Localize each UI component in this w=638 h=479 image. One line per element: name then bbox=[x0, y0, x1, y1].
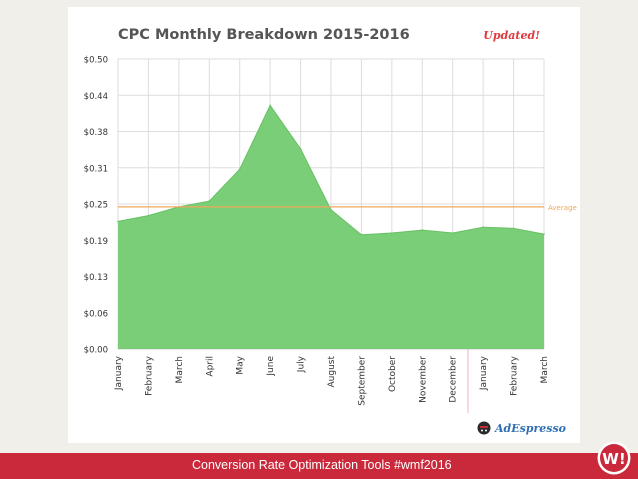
x-axis-labels: January February March April May June July Augu… bbox=[114, 355, 550, 405]
y-tick-label: $0.25 bbox=[84, 201, 108, 211]
x-tick-label: May bbox=[236, 355, 246, 374]
y-tick-label: $0.50 bbox=[84, 56, 108, 66]
area-series bbox=[117, 104, 545, 350]
adespresso-logo-icon bbox=[477, 421, 491, 435]
data-point bbox=[360, 233, 363, 236]
y-tick-label: $0.00 bbox=[84, 346, 108, 356]
x-tick-label: August bbox=[327, 356, 337, 388]
adespresso-logo-text: AdEspresso bbox=[495, 421, 567, 435]
data-point bbox=[543, 233, 545, 235]
footer-bar: Conversion Rate Optimization Tools #wmf2… bbox=[0, 453, 638, 479]
cpc-chart: Average $0.00$0.06$0.13$0.19$0.25$0.31$0… bbox=[84, 56, 577, 413]
data-point bbox=[421, 229, 424, 231]
data-point bbox=[391, 232, 393, 234]
y-tick-label: $0.38 bbox=[84, 128, 108, 138]
y-axis-labels: $0.00 $0.06 $0.13 $0.19 $0.25 $0.31 $0.38 $0.44… bbox=[84, 56, 108, 356]
y-tick-label: $0.44 bbox=[84, 92, 108, 102]
data-point bbox=[117, 220, 119, 223]
data-point bbox=[512, 227, 515, 230]
x-tick-label: October bbox=[388, 356, 398, 392]
x-tick-label: November bbox=[418, 356, 428, 403]
data-point bbox=[482, 226, 484, 228]
updated-badge: Updated! bbox=[483, 29, 540, 42]
wmf-logo-icon: W! bbox=[597, 441, 631, 475]
x-tick-label: December bbox=[449, 356, 459, 403]
wmf-logo-text: W! bbox=[602, 450, 625, 468]
x-tick-label: January bbox=[479, 355, 489, 391]
data-point bbox=[330, 209, 332, 211]
area-fill bbox=[118, 105, 544, 350]
data-point bbox=[451, 232, 454, 234]
y-tick-label: $0.13 bbox=[84, 273, 108, 283]
x-tick-label: September bbox=[357, 356, 367, 406]
y-tick-label: $0.06 bbox=[84, 309, 108, 319]
chart-card: Average $0.00 $0.06 $0.13 $0.19 $0.25 $0.31 $0… bbox=[68, 7, 580, 443]
data-point bbox=[147, 214, 150, 217]
data-point bbox=[208, 200, 211, 202]
chart-title: CPC Monthly Breakdown 2015-2016 bbox=[118, 27, 410, 43]
x-tick-label: March bbox=[540, 356, 550, 383]
data-point bbox=[238, 168, 241, 170]
x-tick-label: April bbox=[205, 356, 215, 377]
x-tick-label: February bbox=[510, 355, 520, 396]
adespresso-logo[interactable]: AdEspresso bbox=[477, 421, 566, 435]
footer-text: Conversion Rate Optimization Tools #wmf2… bbox=[192, 458, 452, 472]
data-point bbox=[269, 104, 271, 107]
x-tick-label: March bbox=[175, 356, 185, 383]
x-tick-label: July bbox=[297, 355, 307, 373]
x-tick-label: February bbox=[144, 355, 154, 396]
average-label: Average bbox=[548, 204, 577, 212]
y-tick-label: $0.19 bbox=[84, 237, 108, 247]
data-point bbox=[299, 148, 302, 150]
x-tick-label: January bbox=[114, 355, 124, 391]
average-line-group: Average bbox=[118, 204, 577, 212]
x-tick-label: June bbox=[266, 356, 276, 377]
y-tick-label: $0.31 bbox=[84, 164, 108, 174]
